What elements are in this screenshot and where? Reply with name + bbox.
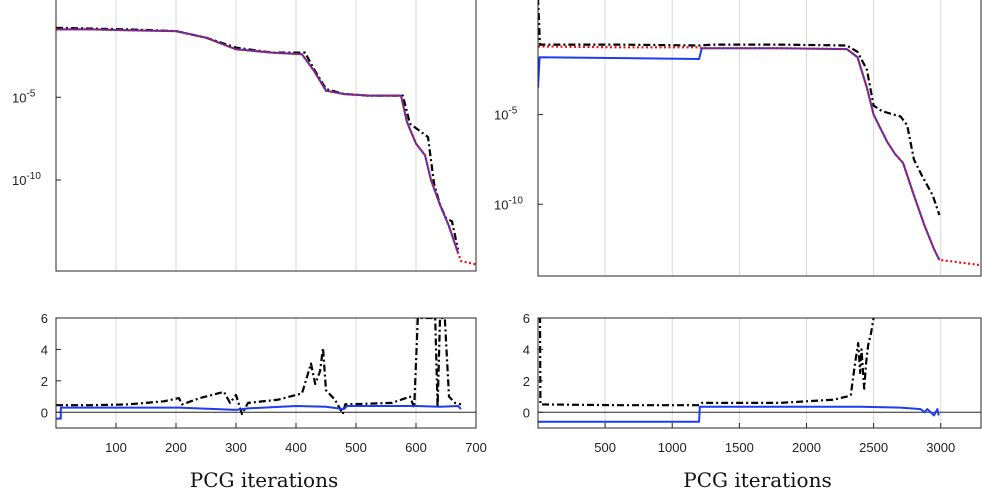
- y-tick-label: 10-5: [494, 106, 518, 123]
- series-line-dotted: [538, 45, 981, 267]
- y-tick-label: 0: [523, 405, 530, 420]
- series-line-solid: [56, 405, 462, 420]
- y-tick-label: 6: [523, 311, 530, 326]
- series-group: [538, 318, 940, 423]
- panel-bottom-left: 0 2 4 6 100 200 300 400 500 600 700 PCG iterations: [41, 311, 487, 492]
- y-tick-exponent: -10: [508, 195, 523, 206]
- x-tick-label: 100: [105, 440, 127, 455]
- x-tick-label: 400: [285, 440, 307, 455]
- series-group: [56, 318, 462, 420]
- x-tick-label: 600: [405, 440, 427, 455]
- x-tick-label: 3000: [926, 440, 955, 455]
- x-tick-label: 500: [345, 440, 367, 455]
- x-tick-label: 2000: [792, 440, 821, 455]
- y-tick-label: 2: [41, 374, 48, 389]
- x-tick-label: 1500: [725, 440, 754, 455]
- axes-frame: [55, 0, 477, 272]
- y-tick-label: 10-10: [494, 195, 523, 212]
- x-tick-label: 300: [225, 440, 247, 455]
- series-line-solid: [538, 405, 940, 423]
- series-line-dotted: [56, 28, 476, 266]
- x-tick-label: 2500: [859, 440, 888, 455]
- axes-frame: [537, 0, 982, 277]
- x-tick-label: 700: [465, 440, 487, 455]
- y-tick-base: 10: [12, 173, 26, 188]
- series-group: [538, 0, 981, 267]
- axes-frame: [537, 317, 982, 429]
- y-tick-base: 10: [494, 108, 508, 123]
- series-line-dashdot: [56, 318, 462, 415]
- x-tick-label: 1000: [658, 440, 687, 455]
- y-tick-exponent: -5: [26, 88, 35, 99]
- x-axis-label: PCG iterations: [683, 468, 831, 492]
- x-tick-label: 200: [165, 440, 187, 455]
- y-tick-label: 4: [41, 342, 48, 357]
- series-group: [56, 26, 476, 266]
- y-tick-base: 10: [12, 90, 26, 105]
- panel-top-right: 10-510-10: [494, 0, 982, 277]
- series-line-dashdot: [538, 318, 875, 407]
- panel-top-left: 10-510-10: [12, 0, 477, 272]
- y-tick-label: 4: [523, 342, 530, 357]
- series-line-dashdot: [538, 0, 941, 216]
- y-tick-label: 10-10: [12, 171, 41, 188]
- y-tick-label: 0: [41, 405, 48, 420]
- y-tick-exponent: -10: [26, 171, 41, 182]
- y-tick-label: 2: [523, 374, 530, 389]
- y-tick-base: 10: [494, 197, 508, 212]
- x-tick-label: 500: [594, 440, 616, 455]
- y-tick-label: 10-5: [12, 88, 36, 105]
- y-tick-label: 6: [41, 311, 48, 326]
- series-line-solid: [538, 47, 941, 261]
- axes-frame: [55, 317, 477, 429]
- y-tick-exponent: -5: [508, 106, 517, 117]
- x-axis-label: PCG iterations: [190, 468, 338, 492]
- panel-bottom-right: 0 2 4 6 500 1000 1500 2000 2500 3000 PCG iteration…: [523, 311, 982, 492]
